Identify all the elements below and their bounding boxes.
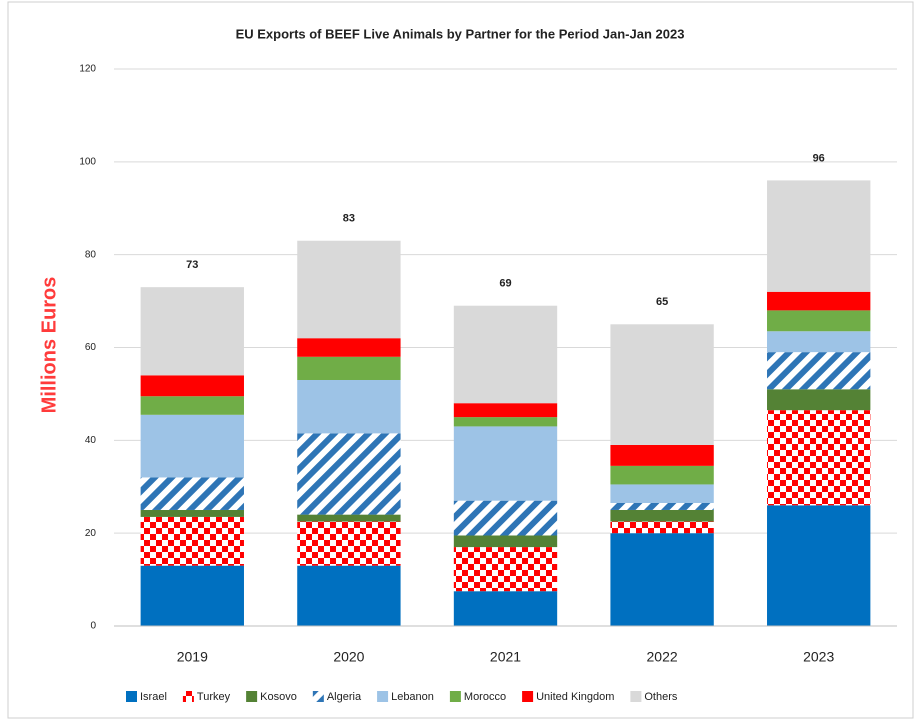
x-tick-label: 2019 (177, 649, 208, 665)
bar-segment (767, 410, 871, 506)
bar-segment (140, 516, 244, 566)
bar-segment (767, 352, 871, 390)
bar-segment (453, 403, 558, 418)
bar-segment (140, 414, 244, 478)
total-label: 69 (499, 278, 511, 290)
x-tick-label: 2021 (490, 649, 521, 665)
legend-label: Kosovo (260, 691, 297, 703)
bar-segment (297, 565, 401, 626)
total-label: 73 (186, 259, 198, 271)
y-axis-label: Millions Euros (38, 277, 60, 414)
bar-segment (140, 565, 244, 626)
legend-label: Others (644, 691, 678, 703)
legend-label: Turkey (197, 691, 231, 703)
bar-segment (610, 465, 714, 485)
bar-segment (140, 287, 244, 376)
bar-segment (140, 375, 244, 397)
chart-title: EU Exports of BEEF Live Animals by Partn… (236, 26, 685, 41)
legend-swatch (630, 691, 642, 702)
bar-segment (767, 180, 871, 292)
legend-swatch (126, 691, 137, 702)
y-tick-label: 20 (85, 528, 97, 539)
bar-segment (767, 505, 871, 626)
total-label: 83 (343, 213, 355, 225)
y-tick-label: 100 (79, 156, 96, 167)
bar-segment (610, 521, 714, 534)
bar-segment (297, 433, 401, 515)
bar-segment (453, 426, 558, 501)
bar-segment (610, 502, 714, 510)
bar-segment (453, 547, 558, 592)
legend-swatch (449, 691, 461, 702)
bar-segment (297, 521, 401, 566)
total-label: 65 (656, 296, 668, 308)
bar-segment (297, 338, 401, 357)
bar-segment (610, 533, 714, 626)
bar-segment (297, 356, 401, 380)
legend-label: United Kingdom (536, 691, 614, 703)
bar-segment (140, 509, 244, 517)
x-tick-label: 2020 (333, 649, 364, 665)
bar-segment (297, 240, 401, 339)
bar-segment (140, 477, 244, 510)
bar-segment (453, 305, 558, 404)
bar-segment (453, 500, 558, 536)
y-tick-label: 0 (90, 621, 96, 632)
frame (7, 1, 914, 719)
y-tick-label: 80 (85, 249, 97, 260)
y-tick-label: 60 (85, 342, 97, 353)
bar-segment (453, 591, 558, 626)
legend-swatch (182, 691, 194, 702)
bar-segment (610, 484, 714, 503)
legend-swatch (377, 691, 389, 702)
legend-swatch (522, 691, 534, 702)
bar-segment (610, 444, 714, 466)
y-tick-label: 40 (85, 435, 97, 446)
bar-segment (297, 514, 401, 522)
legend-label: Morocco (464, 691, 506, 703)
bar-segment (453, 417, 558, 427)
bar-segment (140, 396, 244, 415)
legend-label: Lebanon (391, 691, 434, 703)
bar-segment (767, 291, 871, 311)
total-label: 96 (813, 152, 825, 164)
x-tick-label: 2023 (803, 649, 834, 665)
bar-segment (767, 389, 871, 411)
bar-segment (610, 324, 714, 445)
legend-label: Israel (140, 691, 167, 703)
bar-segment (767, 310, 871, 332)
legend-swatch (312, 691, 324, 702)
bar-segment (610, 509, 714, 522)
legend-swatch (246, 691, 258, 702)
bar-segment (453, 535, 558, 548)
x-tick-label: 2022 (647, 649, 678, 665)
y-tick-label: 120 (79, 64, 96, 75)
legend-label: Algeria (327, 691, 362, 703)
bar-segment (297, 379, 401, 434)
bar-segment (767, 331, 871, 353)
